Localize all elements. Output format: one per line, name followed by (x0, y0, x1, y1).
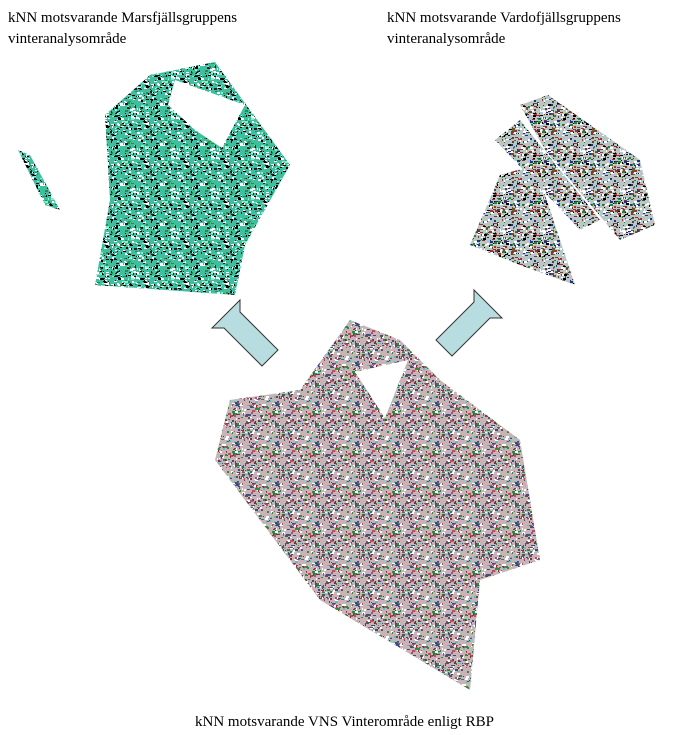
map-vardofjall (470, 95, 655, 285)
map-region (18, 150, 60, 210)
caption-line: vinteranalysområde (8, 31, 127, 47)
caption: kNN motsvarande Vardofjällsgruppens vint… (387, 8, 621, 50)
map-hole (355, 360, 408, 418)
map-vns (215, 320, 540, 690)
caption-line: kNN motsvarande Marsfjällsgruppens (8, 10, 238, 26)
caption: kNN motsvarande VNS Vinterområde enligt … (195, 714, 494, 730)
map-region (215, 320, 540, 690)
caption-line: vinteranalysområde (387, 31, 506, 47)
map-hole (168, 80, 245, 148)
arrow (435, 288, 504, 357)
map-region (470, 165, 575, 285)
map-marsfjall (18, 62, 290, 295)
caption: kNN motsvarande Marsfjällsgruppens vinte… (8, 8, 237, 50)
map-region (95, 62, 290, 295)
map-region (520, 95, 655, 240)
arrow (210, 298, 279, 367)
map-region (495, 120, 600, 230)
caption-line: kNN motsvarande Vardofjällsgruppens (387, 10, 621, 26)
